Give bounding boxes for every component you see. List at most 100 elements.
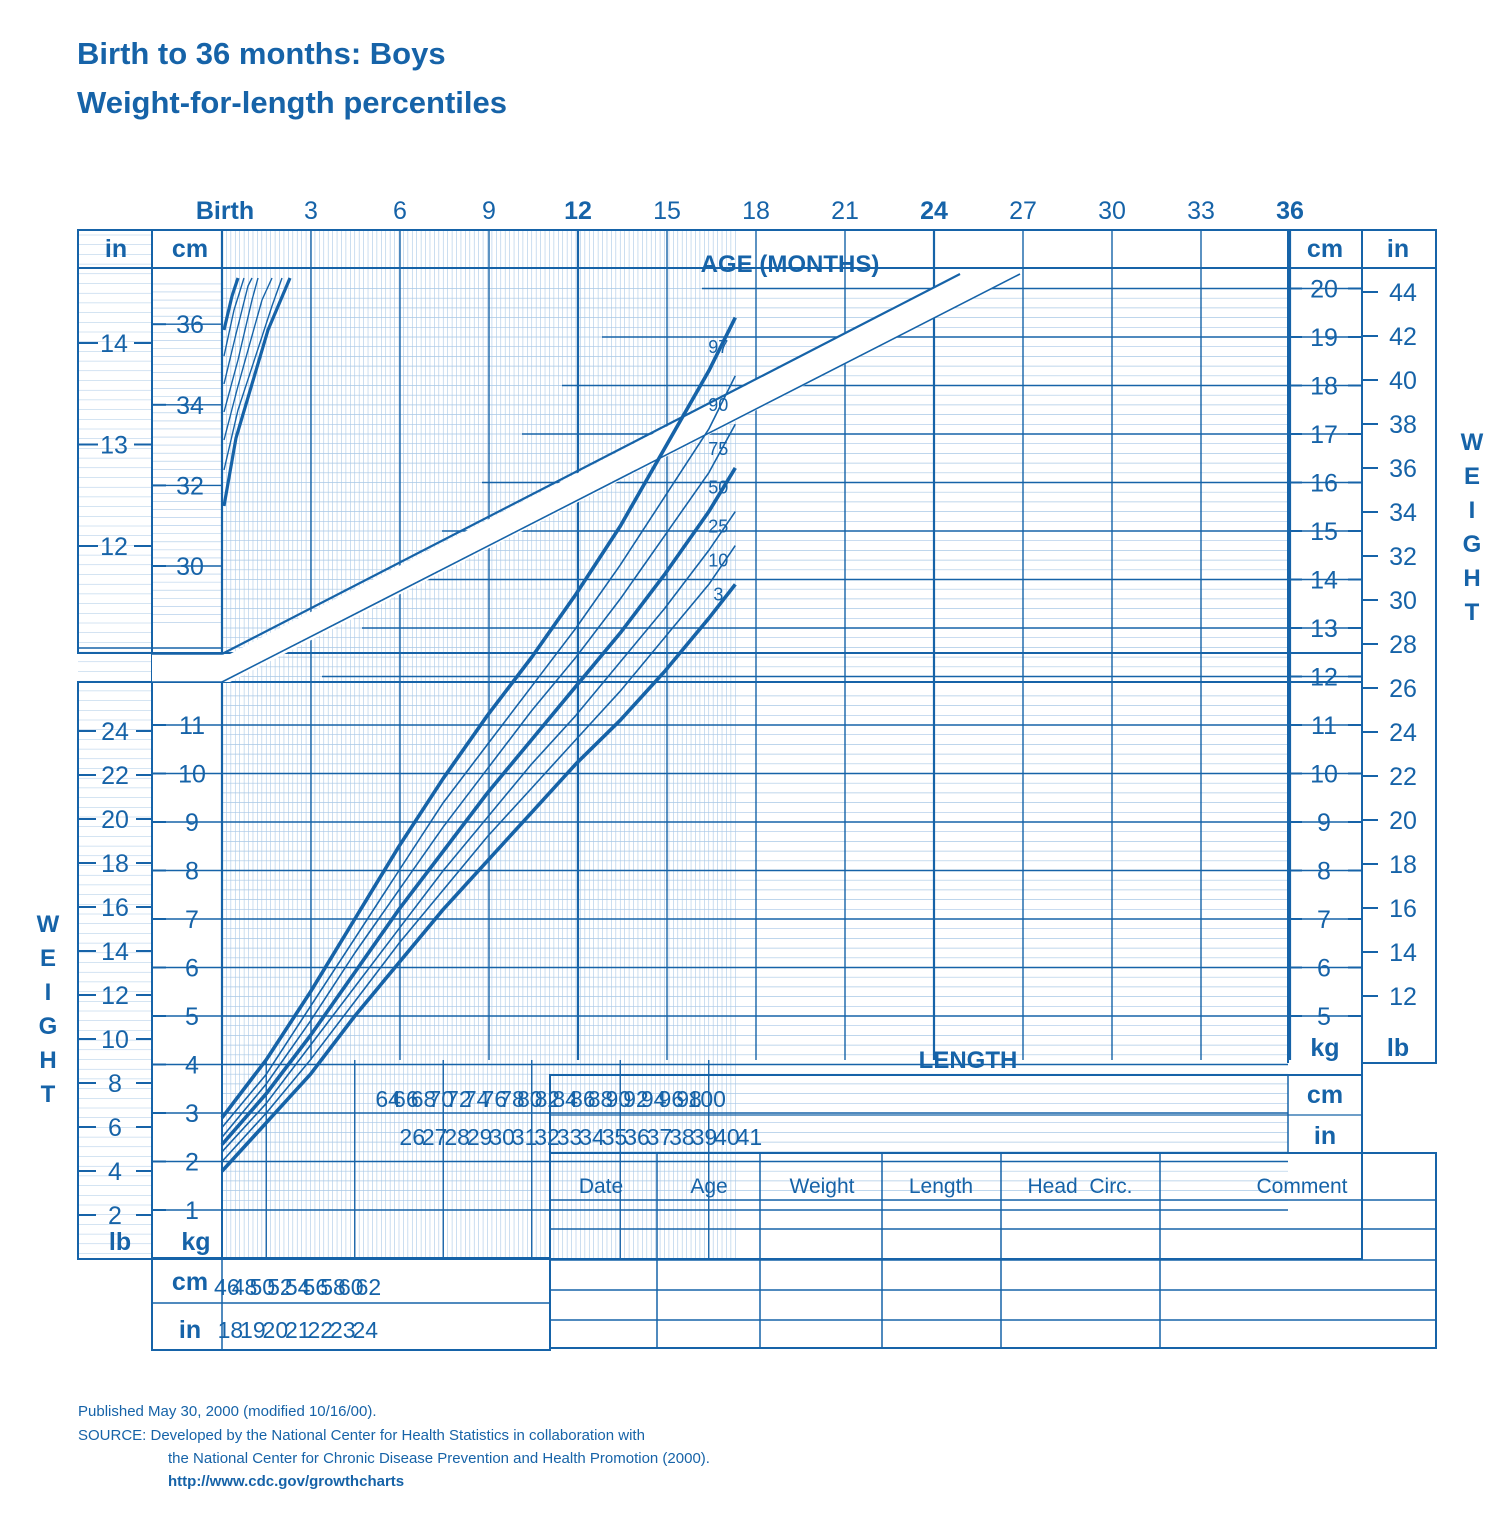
head-cm-tick-label: 30 xyxy=(176,553,204,581)
length-cm-upper-label: 86 xyxy=(570,1086,596,1112)
weight-kg-left-label: 6 xyxy=(185,955,199,983)
head-curve-0 xyxy=(222,277,292,507)
age-tick-label: 24 xyxy=(920,197,948,225)
length-cm-lower-label: 60 xyxy=(338,1274,364,1300)
unit-in-length-upper: in xyxy=(1314,1122,1336,1150)
weight-lb-right-label: 26 xyxy=(1389,675,1417,703)
head-curve-1 xyxy=(223,277,283,471)
age-tick-label: 15 xyxy=(653,197,681,225)
weight-kg-left-label: 9 xyxy=(185,809,199,837)
weight-kg-left-label: 10 xyxy=(178,761,206,789)
weight-kg-right-label: 13 xyxy=(1310,615,1338,643)
weight-lb-right-label: 36 xyxy=(1389,455,1417,483)
length-in-upper-label: 38 xyxy=(669,1124,695,1150)
unit-cm-bottom: cm xyxy=(172,1268,208,1296)
percentile-label-3: 3 xyxy=(713,584,723,604)
length-in-upper-label: 27 xyxy=(422,1124,448,1150)
length-cm-upper-label: 70 xyxy=(428,1086,454,1112)
weight-lb-right-label: 44 xyxy=(1389,279,1417,307)
weight-lb-right-label: 34 xyxy=(1389,499,1417,527)
unit-cm-length-upper: cm xyxy=(1307,1081,1343,1109)
percentile-label-90: 90 xyxy=(708,395,728,415)
length-cm-upper-label: 96 xyxy=(659,1086,685,1112)
percentile-label-25: 25 xyxy=(708,516,728,536)
unit-kg-right: kg xyxy=(1310,1034,1339,1062)
weight-axis-letter: T xyxy=(1465,599,1480,626)
footer-url-link[interactable]: http://www.cdc.gov/growthcharts xyxy=(168,1473,405,1490)
length-axis-label: LENGTH xyxy=(919,1047,1018,1074)
weight-lb-left-label: 6 xyxy=(108,1114,122,1142)
length-cm-upper-label: 64 xyxy=(375,1086,401,1112)
weight-kg-right-label: 7 xyxy=(1317,906,1331,934)
age-band-fill xyxy=(152,274,1020,682)
chart-grid xyxy=(78,230,1362,1258)
length-in-upper-label: 35 xyxy=(602,1124,628,1150)
length-in-upper-label: 34 xyxy=(579,1124,605,1150)
weight-axis-letter: H xyxy=(1463,565,1480,592)
head-curve-2 xyxy=(223,277,273,441)
length-cm-upper-label: 88 xyxy=(588,1086,614,1112)
weight-lb-right-label: 12 xyxy=(1389,983,1417,1011)
length-in-lower-label: 20 xyxy=(263,1317,289,1343)
length-cm-upper-label: 72 xyxy=(446,1086,472,1112)
length-cm-upper-label: 100 xyxy=(688,1086,726,1112)
length-cm-upper-label: 98 xyxy=(676,1086,702,1112)
length-in-upper-label: 33 xyxy=(557,1124,583,1150)
weight-lb-left-label: 4 xyxy=(108,1158,122,1186)
weight-kg-right-label: 19 xyxy=(1310,324,1338,352)
unit-cm-top-right: cm xyxy=(1307,235,1343,263)
weight-lb-left-label: 20 xyxy=(101,806,129,834)
age-axis-label: AGE (MONTHS) xyxy=(701,251,880,278)
percentile-curve-50 xyxy=(220,466,737,1146)
length-in-upper-label: 28 xyxy=(444,1124,470,1150)
record-header-weight: Weight xyxy=(790,1175,855,1198)
weight-kg-left-label: 3 xyxy=(185,1100,199,1128)
head-curve-5 xyxy=(223,277,245,357)
weight-kg-left-label: 4 xyxy=(185,1052,199,1080)
length-cm-upper-label: 66 xyxy=(393,1086,419,1112)
length-cm-lower-label: 50 xyxy=(249,1274,275,1300)
footer-source-line-1: SOURCE: Developed by the National Center… xyxy=(78,1427,645,1444)
weight-lb-right-label: 32 xyxy=(1389,543,1417,571)
length-in-upper-label: 36 xyxy=(624,1124,650,1150)
weight-lb-right-label: 38 xyxy=(1389,411,1417,439)
weight-lb-left-label: 10 xyxy=(101,1026,129,1054)
weight-kg-right-label: 9 xyxy=(1317,809,1331,837)
weight-lb-left-label: 12 xyxy=(101,982,129,1010)
weight-lb-right-label: 22 xyxy=(1389,763,1417,791)
weight-axis-letter: E xyxy=(1464,463,1480,490)
length-in-lower-label: 24 xyxy=(352,1317,378,1343)
weight-lb-right-label: 30 xyxy=(1389,587,1417,615)
length-cm-upper-label: 92 xyxy=(623,1086,649,1112)
head-in-tick-label: 12 xyxy=(100,533,128,561)
weight-kg-left-label: 8 xyxy=(185,858,199,886)
weight-kg-right-label: 8 xyxy=(1317,858,1331,886)
weight-lb-left-label: 22 xyxy=(101,762,129,790)
length-cm-upper-label: 76 xyxy=(482,1086,508,1112)
weight-lb-right-label: 28 xyxy=(1389,631,1417,659)
age-tick-label: 30 xyxy=(1098,197,1126,225)
age-band xyxy=(152,273,1021,683)
unit-in-bottom: in xyxy=(179,1316,201,1344)
length-cm-lower-label: 56 xyxy=(303,1274,329,1300)
age-band-edge xyxy=(221,273,1021,683)
record-header-date: Date xyxy=(579,1175,623,1198)
weight-axis-letter: W xyxy=(1461,429,1484,456)
record-header-comment: Comment xyxy=(1256,1175,1347,1198)
axis-labels: Birth 3 6 9 12 15 18 21 24 27 30 33 3630323436121314… xyxy=(37,197,1484,1343)
length-cm-upper-label: 82 xyxy=(535,1086,561,1112)
length-cm-upper-label: 94 xyxy=(641,1086,667,1112)
head-cm-tick-label: 34 xyxy=(176,392,204,420)
weight-lb-right-label: 42 xyxy=(1389,323,1417,351)
unit-cm-top-left: cm xyxy=(172,235,208,263)
weight-lb-left-label: 14 xyxy=(101,938,129,966)
age-tick-label: 18 xyxy=(742,197,770,225)
weight-lb-right-label: 18 xyxy=(1389,851,1417,879)
weight-lb-right-label: 24 xyxy=(1389,719,1417,747)
percentile-label-50: 50 xyxy=(708,478,728,498)
weight-axis-letter: W xyxy=(37,911,60,938)
percentile-label-10: 10 xyxy=(708,550,728,570)
length-in-upper-label: 31 xyxy=(512,1124,538,1150)
length-cm-upper-label: 78 xyxy=(499,1086,525,1112)
length-cm-lower-label: 62 xyxy=(356,1274,382,1300)
